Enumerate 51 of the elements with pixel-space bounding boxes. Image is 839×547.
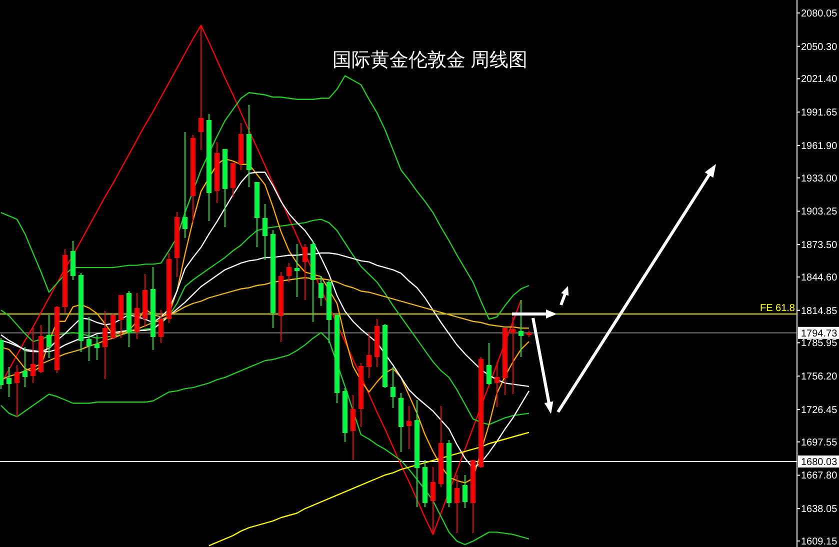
ref-line-label: FE 61.8 xyxy=(760,302,796,314)
line-series xyxy=(0,218,530,426)
y-tick-label: 1756.20 xyxy=(801,372,838,383)
line-series xyxy=(0,332,530,546)
candlestick xyxy=(158,309,164,344)
candlestick xyxy=(30,326,36,384)
candlestick xyxy=(366,332,372,379)
candlestick xyxy=(518,299,524,358)
y-tick-label: 2080.05 xyxy=(801,8,838,20)
y-tick-label: 1903.25 xyxy=(801,206,838,218)
y-tick-label: 1609.15 xyxy=(801,536,838,547)
candlestick xyxy=(486,342,492,386)
candlestick xyxy=(94,334,100,360)
line-series xyxy=(0,75,530,320)
y-tick-label: 1697.55 xyxy=(801,437,838,448)
y-tick-label: 2050.30 xyxy=(801,42,838,53)
candlestick xyxy=(286,262,292,283)
candlestick xyxy=(6,366,12,398)
y-tick-label: 1933.00 xyxy=(801,173,838,184)
candlestick xyxy=(302,244,308,300)
candlestick xyxy=(406,406,412,450)
y-tick-label: 1726.45 xyxy=(801,404,838,416)
candlestick xyxy=(318,275,324,307)
candlestick xyxy=(494,361,500,408)
line-series xyxy=(208,432,530,546)
candlestick xyxy=(46,314,52,359)
text: 国际黄金伦敦金 周线图 xyxy=(332,50,528,71)
candlestick xyxy=(294,244,300,298)
y-tick-label: 1638.05 xyxy=(801,504,838,516)
candlestick xyxy=(510,316,516,395)
candlestick xyxy=(22,346,28,388)
ref-line-label: 1680.03 xyxy=(801,457,838,468)
candlestick xyxy=(102,310,108,380)
y-tick-label: 1785.95 xyxy=(801,338,838,350)
candlestick xyxy=(390,366,396,408)
candlestick xyxy=(182,131,188,238)
candlestick xyxy=(134,292,140,340)
y-tick-label: 1961.90 xyxy=(801,140,838,152)
candlestick xyxy=(262,203,268,261)
y-tick-label: 2021.40 xyxy=(801,74,838,86)
candlestick xyxy=(350,394,356,460)
ref-line-label: 1794.73 xyxy=(801,328,838,340)
y-tick-label: 1814.85 xyxy=(801,306,838,317)
y-tick-label: 1844.60 xyxy=(801,272,838,284)
candlestick xyxy=(14,364,20,418)
candlestick xyxy=(462,474,468,508)
y-tick-label: 1991.65 xyxy=(801,108,838,119)
candlestick xyxy=(110,312,116,340)
y-tick-label: 1873.50 xyxy=(801,240,838,252)
y-tick-label: 1667.80 xyxy=(801,470,838,482)
candlestick xyxy=(86,316,92,362)
